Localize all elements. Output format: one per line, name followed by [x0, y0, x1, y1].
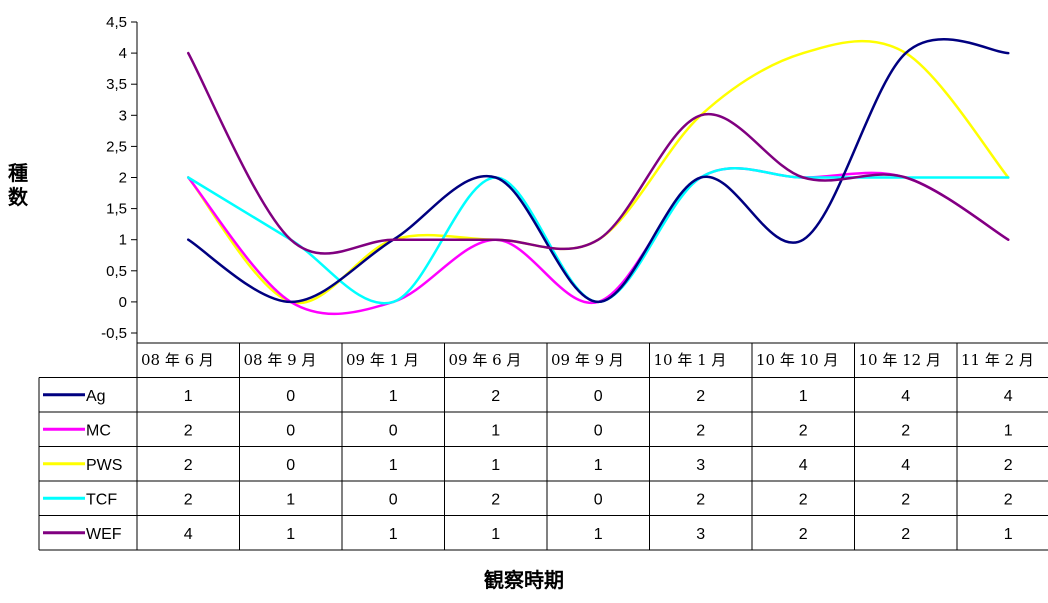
data-cell: 1: [389, 526, 398, 543]
legend-label: Ag: [86, 388, 106, 405]
series-line-tcf: [187, 167, 1010, 305]
y-tick-label: 1,5: [106, 201, 127, 218]
data-cell: 2: [696, 388, 705, 405]
y-tick-label: 4,5: [106, 14, 127, 31]
data-cell: 2: [184, 457, 193, 474]
data-cell: 4: [184, 526, 193, 543]
table-row-tcf: TCF 2 1 0 2 0 2 2 2 2: [43, 491, 1013, 508]
category-label: 10 年 10 月: [756, 351, 838, 369]
data-cell: 1: [389, 388, 398, 405]
y-tick-label: 3: [119, 107, 127, 124]
category-label: 11 年 2 月: [961, 351, 1034, 369]
data-cell: 2: [1004, 491, 1013, 508]
data-cell: 1: [491, 526, 500, 543]
table-row-mc: MC 2 0 0 1 0 2 2 2 1: [43, 422, 1013, 439]
data-cell: 2: [799, 422, 808, 439]
table-row-ag: Ag 1 0 1 2 0 2 1 4 4: [43, 388, 1013, 405]
data-cell: 3: [696, 526, 705, 543]
data-cell: 1: [184, 388, 193, 405]
data-cell: 0: [286, 457, 295, 474]
y-tick-label: 2,5: [106, 138, 127, 155]
data-cell: 1: [1004, 422, 1013, 439]
series-line-wef: [187, 51, 1010, 255]
x-axis-title: 観察時期: [484, 568, 564, 592]
category-label: 09 年 1 月: [346, 351, 419, 369]
data-cell: 4: [1004, 388, 1013, 405]
data-cell: 1: [594, 457, 603, 474]
data-cell: 1: [286, 526, 295, 543]
category-label: 08 年 9 月: [244, 351, 317, 369]
data-cell: 1: [594, 526, 603, 543]
data-cell: 0: [594, 388, 603, 405]
data-cell: 1: [1004, 526, 1013, 543]
category-label: 10 年 12 月: [859, 351, 941, 369]
data-cell: 4: [799, 457, 808, 474]
y-tick-label: 0,5: [106, 263, 127, 280]
data-cell: 2: [491, 491, 500, 508]
table-row-wef: WEF 4 1 1 1 1 3 2 2 1: [43, 526, 1013, 543]
y-tick-label: 2: [119, 170, 127, 187]
y-axis: 4,5 4 3,5 3 2,5 2 1,5 1 0,5 0 -0,5: [101, 14, 138, 343]
data-cell: 2: [696, 422, 705, 439]
data-cell: 2: [799, 491, 808, 508]
data-table: 08 年 6 月 08 年 9 月 09 年 1 月 09 年 6 月 09 年 9 月…: [38, 342, 1048, 551]
y-tick-label: -0,5: [101, 325, 127, 342]
category-label: 08 年 6 月: [141, 351, 214, 369]
data-cell: 0: [389, 491, 398, 508]
category-label: 09 年 6 月: [449, 351, 522, 369]
data-cell: 0: [286, 422, 295, 439]
data-cell: 2: [1004, 457, 1013, 474]
category-label: 09 年 9 月: [551, 351, 624, 369]
data-cell: 4: [901, 388, 910, 405]
table-row-pws: PWS 2 0 1 1 1 3 4 4 2: [43, 457, 1013, 474]
data-cell: 2: [901, 422, 910, 439]
legend-label: PWS: [86, 457, 122, 474]
data-cell: 3: [696, 457, 705, 474]
data-cell: 1: [389, 457, 398, 474]
y-axis-title: 種数: [8, 161, 29, 209]
y-tick-label: 4: [119, 45, 127, 62]
y-tick-label: 0: [119, 294, 127, 311]
data-cell: 0: [594, 422, 603, 439]
data-cell: 2: [184, 491, 193, 508]
series-line-ag: [187, 38, 1010, 304]
data-cell: 1: [286, 491, 295, 508]
plot-lines: [187, 38, 1010, 316]
data-cell: 1: [799, 388, 808, 405]
y-tick-label: 1: [119, 232, 127, 249]
data-cell: 2: [901, 491, 910, 508]
data-cell: 2: [696, 491, 705, 508]
data-cell: 0: [286, 388, 295, 405]
data-cell: 1: [491, 422, 500, 439]
data-cell: 1: [491, 457, 500, 474]
data-cell: 2: [901, 526, 910, 543]
data-cell: 0: [389, 422, 398, 439]
data-cell: 2: [799, 526, 808, 543]
data-cell: 2: [184, 422, 193, 439]
category-label: 10 年 1 月: [654, 351, 727, 369]
data-cell: 2: [491, 388, 500, 405]
legend-label: TCF: [86, 491, 117, 508]
data-cell: 0: [594, 491, 603, 508]
legend-label: MC: [86, 422, 111, 439]
legend-label: WEF: [86, 526, 122, 543]
data-cell: 4: [901, 457, 910, 474]
y-tick-label: 3,5: [106, 76, 127, 93]
